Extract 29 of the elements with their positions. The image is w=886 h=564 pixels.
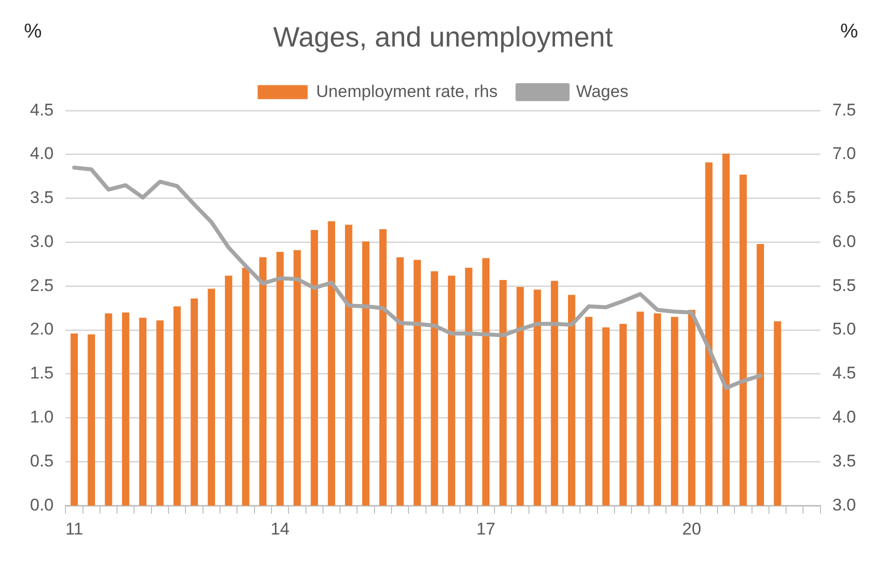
y2-tick-label: 3.5 — [832, 451, 856, 470]
y2-tick-label: 4.5 — [832, 364, 856, 383]
legend-label: Wages — [576, 82, 628, 101]
y2-tick-label: 7.0 — [832, 144, 856, 164]
y-tick-label: 2.5 — [30, 276, 54, 295]
chart-title: Wages, and unemployment — [273, 22, 614, 53]
y-tick-label: 3.0 — [30, 232, 54, 251]
y2-tick-label: 5.5 — [832, 276, 856, 295]
legend-label: Unemployment rate, rhs — [316, 82, 498, 101]
y-tick-label: 4.5 — [30, 100, 54, 120]
y2-tick-label: 6.0 — [832, 232, 856, 251]
y-tick-label: 0.5 — [30, 451, 54, 470]
y2-tick-label: 4.0 — [832, 408, 856, 427]
y2-axis-title: % — [840, 20, 858, 43]
y-tick-label: 1.0 — [30, 408, 54, 427]
y2-tick-label: 3.0 — [832, 495, 856, 514]
y2-tick-label: 5.0 — [832, 320, 856, 339]
y-axis-title: % — [24, 20, 42, 43]
x-tick-label: 17 — [476, 519, 496, 538]
y2-tick-label: 7.5 — [832, 100, 856, 120]
x-tick-label: 11 — [65, 519, 84, 538]
y-tick-label: 1.5 — [30, 364, 54, 383]
y-tick-label: 4.0 — [30, 144, 54, 164]
y2-tick-label: 6.5 — [832, 188, 856, 208]
x-tick-label: 20 — [682, 519, 702, 538]
y-tick-label: 2.0 — [30, 320, 54, 339]
y-tick-label: 3.5 — [30, 188, 54, 208]
y-tick-label: 0.0 — [30, 495, 54, 514]
x-tick-label: 14 — [270, 519, 290, 538]
